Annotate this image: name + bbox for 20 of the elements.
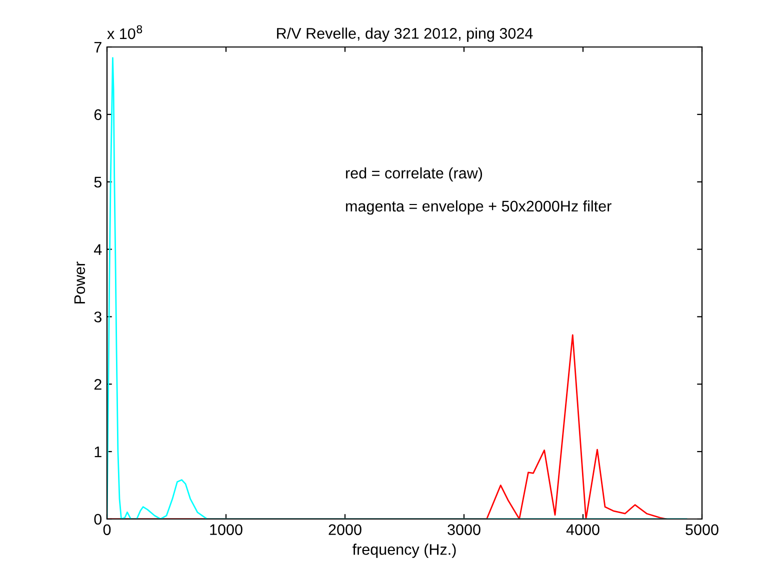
x-tick-label: 0 (103, 524, 111, 536)
x-tick-label: 1000 (210, 524, 242, 536)
x-tick-label: 3000 (448, 524, 480, 536)
y-tick-label: 6 (94, 109, 102, 120)
y-tick-label: 3 (94, 312, 102, 322)
y-tick-label: 5 (94, 176, 102, 188)
annotation: magenta = envelope + 50x2000Hz filter (346, 200, 612, 215)
y-tick-label: 4 (94, 244, 102, 255)
y-tick-label: 0 (94, 514, 102, 525)
text: x 10$^{8}$ (107, 25, 142, 40)
y-tick-label: 7 (94, 42, 102, 53)
y-axis-title: Power (74, 262, 86, 304)
y-tick-label: 1 (94, 446, 102, 458)
x-tick-label: 4000 (566, 524, 600, 536)
x-axis-title: frequency (Hz.) (352, 544, 456, 558)
annotation: red = correlate (raw) (346, 167, 482, 182)
x-tick-label: 5000 (686, 524, 718, 536)
x-tick-label: 2000 (328, 524, 362, 536)
y-tick-label: 2 (94, 379, 102, 390)
chart-title: R/V Revelle, day 321 2012, ping 3024 (277, 28, 533, 42)
